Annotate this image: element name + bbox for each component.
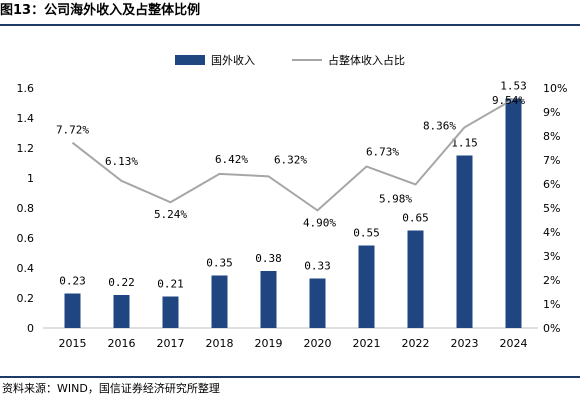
line-value-label: 6.42%	[215, 153, 248, 166]
line-value-label: 6.13%	[105, 155, 138, 168]
bar	[407, 230, 424, 328]
line-value-label: 8.36%	[423, 119, 456, 132]
x-tick-label: 2016	[108, 337, 136, 350]
right-tick-label: 9%	[543, 106, 560, 119]
left-tick-label: 0.4	[17, 262, 35, 275]
bar-value-label: 0.33	[304, 260, 331, 273]
legend-bar-label: 国外收入	[211, 53, 255, 67]
x-tick-label: 2023	[451, 337, 479, 350]
bar	[211, 275, 228, 328]
source-rule	[0, 376, 580, 378]
left-tick-label: 0	[27, 322, 34, 335]
bar-value-label: 0.55	[353, 227, 380, 240]
left-tick-label: 0.6	[17, 232, 35, 245]
figure-source: 资料来源：WIND，国信证券经济研究所整理	[2, 382, 220, 395]
bar	[64, 293, 81, 328]
bar	[260, 271, 277, 328]
bar-series	[64, 98, 522, 328]
right-tick-label: 1%	[543, 298, 560, 311]
left-tick-label: 1.2	[17, 142, 35, 155]
line-series	[71, 98, 515, 212]
title-rule	[0, 24, 580, 26]
line-value-label: 7.72%	[56, 124, 89, 137]
legend-line-label: 占整体收入占比	[328, 53, 405, 67]
left-tick-label: 1.6	[17, 82, 35, 95]
legend: 国外收入 占整体收入占比	[175, 53, 405, 67]
line-labels: 7.72% 6.13% 5.24% 6.42% 6.32% 4.90% 6.73% 5.98%…	[56, 94, 525, 229]
left-tick-label: 0.2	[17, 292, 35, 305]
line-value-label: 4.90%	[303, 216, 336, 229]
x-tick-label: 2017	[157, 337, 185, 350]
x-tick-label: 2024	[500, 337, 528, 350]
right-tick-label: 7%	[543, 154, 560, 167]
bar	[162, 296, 179, 328]
bar-value-label: 0.38	[255, 252, 282, 265]
right-tick-label: 6%	[543, 178, 560, 191]
right-tick-label: 8%	[543, 130, 560, 143]
x-tick-label: 2020	[304, 337, 332, 350]
bar	[358, 245, 375, 328]
bar-value-label: 0.22	[108, 276, 135, 289]
line-value-label: 9.54%	[492, 94, 525, 107]
right-tick-label: 3%	[543, 250, 560, 263]
left-tick-label: 0.8	[17, 202, 35, 215]
x-axis: 2015 2016 2017 2018 2019 2020 2021 2022 2023 2024	[59, 337, 528, 350]
bar-value-label: 0.65	[402, 212, 429, 225]
bar-value-label: 1.53	[500, 80, 527, 93]
bar-value-label: 0.35	[206, 257, 233, 270]
x-tick-label: 2021	[353, 337, 381, 350]
bar	[309, 278, 326, 328]
x-tick-label: 2015	[59, 337, 87, 350]
x-tick-label: 2018	[206, 337, 234, 350]
line-value-label: 6.73%	[366, 145, 399, 158]
legend-bar-swatch	[175, 55, 205, 65]
left-axis: 0 0.2 0.4 0.6 0.8 1 1.2 1.4 1.6	[17, 82, 35, 335]
right-tick-label: 5%	[543, 202, 560, 215]
bar-value-label: 1.15	[451, 137, 478, 150]
bar-labels: 0.23 0.22 0.21 0.35 0.38 0.33 0.55 0.65 1.15 1.53	[59, 80, 527, 291]
line-path	[71, 98, 515, 212]
x-tick-label: 2019	[255, 337, 283, 350]
bar	[505, 98, 522, 328]
right-tick-label: 0%	[543, 322, 560, 335]
bar-value-label: 0.21	[157, 278, 184, 291]
bar-value-label: 0.23	[59, 275, 86, 288]
bar	[113, 295, 130, 328]
figure-title: 图13：公司海外收入及占整体比例	[0, 3, 201, 18]
line-value-label: 6.32%	[274, 153, 307, 166]
right-tick-label: 4%	[543, 226, 560, 239]
left-tick-label: 1	[27, 172, 34, 185]
right-axis: 0% 1% 2% 3% 4% 5% 6% 7% 8% 9% 10%	[543, 82, 567, 335]
line-value-label: 5.24%	[154, 208, 187, 221]
line-value-label: 5.98%	[379, 192, 412, 205]
bar	[456, 155, 473, 328]
left-tick-label: 1.4	[17, 112, 35, 125]
right-tick-label: 2%	[543, 274, 560, 287]
x-tick-label: 2022	[402, 337, 430, 350]
right-tick-label: 10%	[543, 82, 567, 95]
